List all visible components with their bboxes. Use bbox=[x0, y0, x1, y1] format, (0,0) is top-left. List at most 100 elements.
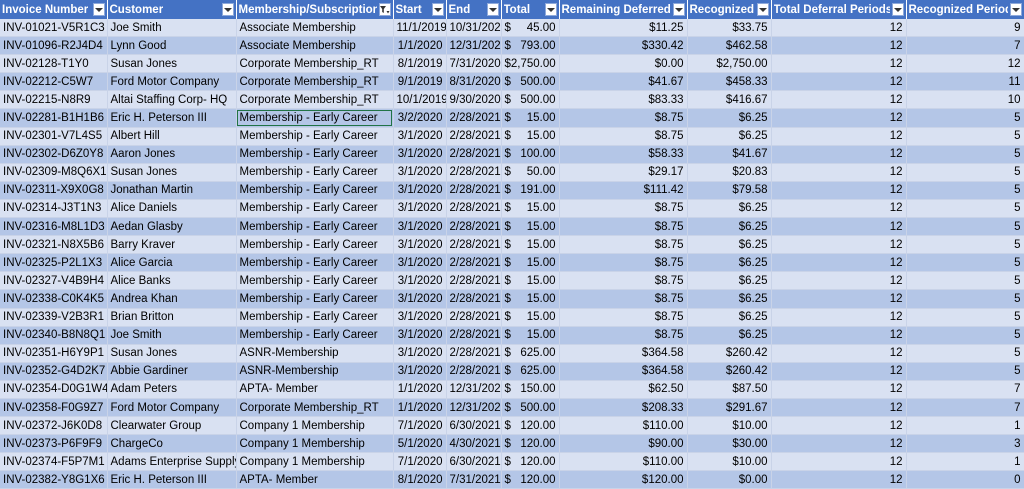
cell-recognized[interactable]: $291.67 bbox=[687, 398, 772, 418]
cell-end[interactable]: 2/28/2021 bbox=[446, 163, 502, 182]
cell-end[interactable]: 2/28/2021 bbox=[446, 199, 502, 219]
cell-recognized-periods[interactable]: 10 bbox=[906, 90, 1024, 110]
cell-customer[interactable]: Adams Enterprise Supply bbox=[107, 452, 237, 472]
column-header-customer[interactable]: Customer bbox=[107, 0, 237, 19]
cell-total-deferral-periods[interactable]: 12 bbox=[771, 308, 907, 327]
cell-total-deferral-periods[interactable]: 12 bbox=[771, 380, 907, 399]
cell-membership[interactable]: Company 1 Membership bbox=[236, 416, 394, 436]
cell-total-deferral-periods[interactable]: 12 bbox=[771, 235, 907, 255]
cell-membership[interactable]: Membership - Early Career bbox=[236, 253, 394, 273]
cell-total[interactable]: $15.00 bbox=[501, 108, 560, 128]
cell-membership[interactable]: Corporate Membership_RT bbox=[236, 90, 394, 110]
cell-invoice-number[interactable]: INV-02373-P6F9F9 bbox=[0, 434, 108, 454]
filter-active-icon[interactable] bbox=[378, 3, 391, 16]
cell-total-deferral-periods[interactable]: 12 bbox=[771, 181, 907, 200]
cell-end[interactable]: 9/30/2020 bbox=[446, 90, 502, 110]
cell-end[interactable]: 2/28/2021 bbox=[446, 344, 502, 363]
cell-remaining-deferred[interactable]: $11.25 bbox=[559, 19, 688, 38]
cell-recognized[interactable]: $260.42 bbox=[687, 362, 772, 381]
cell-start[interactable]: 3/1/2020 bbox=[393, 199, 447, 219]
cell-total-deferral-periods[interactable]: 12 bbox=[771, 19, 907, 38]
cell-invoice-number[interactable]: INV-02351-H6Y9P1 bbox=[0, 344, 108, 363]
cell-total-deferral-periods[interactable]: 12 bbox=[771, 344, 907, 363]
cell-customer[interactable]: Ford Motor Company bbox=[107, 72, 237, 92]
cell-membership[interactable]: Membership - Early Career bbox=[236, 235, 394, 255]
cell-recognized[interactable]: $6.25 bbox=[687, 108, 772, 128]
cell-invoice-number[interactable]: INV-02128-T1Y0 bbox=[0, 54, 108, 74]
column-header-recognized-periods[interactable]: Recognized Periods bbox=[906, 0, 1024, 19]
cell-invoice-number[interactable]: INV-02311-X9X0G8 bbox=[0, 181, 108, 200]
filter-dropdown-icon[interactable] bbox=[92, 3, 105, 16]
filter-dropdown-icon[interactable] bbox=[544, 3, 557, 16]
cell-recognized[interactable]: $33.75 bbox=[687, 19, 772, 38]
cell-invoice-number[interactable]: INV-02354-D0G1W4 bbox=[0, 380, 108, 399]
cell-total-deferral-periods[interactable]: 12 bbox=[771, 416, 907, 436]
cell-invoice-number[interactable]: INV-02281-B1H1B6 bbox=[0, 108, 108, 128]
cell-start[interactable]: 3/1/2020 bbox=[393, 271, 447, 291]
cell-end[interactable]: 12/31/2020 bbox=[446, 380, 502, 399]
cell-start[interactable]: 3/1/2020 bbox=[393, 344, 447, 363]
cell-start[interactable]: 3/1/2020 bbox=[393, 127, 447, 146]
cell-recognized[interactable]: $87.50 bbox=[687, 380, 772, 399]
cell-customer[interactable]: Altai Staffing Corp- HQ bbox=[107, 90, 237, 110]
cell-membership[interactable]: Membership - Early Career bbox=[236, 163, 394, 182]
cell-total-deferral-periods[interactable]: 12 bbox=[771, 36, 907, 56]
cell-remaining-deferred[interactable]: $120.00 bbox=[559, 470, 688, 489]
cell-recognized-periods[interactable]: 5 bbox=[906, 362, 1024, 381]
cell-invoice-number[interactable]: INV-02340-B8N8Q1 bbox=[0, 326, 108, 345]
cell-start[interactable]: 3/1/2020 bbox=[393, 181, 447, 200]
cell-invoice-number[interactable]: INV-02352-G4D2K7 bbox=[0, 362, 108, 381]
cell-recognized-periods[interactable]: 5 bbox=[906, 235, 1024, 255]
cell-membership[interactable]: Membership - Early Career bbox=[236, 181, 394, 200]
cell-start[interactable]: 7/1/2020 bbox=[393, 416, 447, 436]
cell-total-deferral-periods[interactable]: 12 bbox=[771, 452, 907, 472]
cell-start[interactable]: 8/1/2020 bbox=[393, 470, 447, 489]
cell-membership[interactable]: ASNR-Membership bbox=[236, 362, 394, 381]
cell-customer[interactable]: Albert Hill bbox=[107, 127, 237, 146]
cell-membership[interactable]: Membership - Early Career bbox=[236, 127, 394, 146]
cell-customer[interactable]: Ford Motor Company bbox=[107, 398, 237, 418]
cell-total[interactable]: $100.00 bbox=[501, 145, 560, 164]
cell-end[interactable]: 2/28/2021 bbox=[446, 145, 502, 164]
cell-start[interactable]: 1/1/2020 bbox=[393, 380, 447, 399]
cell-total[interactable]: $120.00 bbox=[501, 434, 560, 454]
cell-total-deferral-periods[interactable]: 12 bbox=[771, 90, 907, 110]
cell-end[interactable]: 2/28/2021 bbox=[446, 253, 502, 273]
cell-total[interactable]: $625.00 bbox=[501, 362, 560, 381]
cell-invoice-number[interactable]: INV-02325-P2L1X3 bbox=[0, 253, 108, 273]
cell-customer[interactable]: Alice Daniels bbox=[107, 199, 237, 219]
cell-total[interactable]: $15.00 bbox=[501, 235, 560, 255]
filter-dropdown-icon[interactable] bbox=[486, 3, 499, 16]
cell-end[interactable]: 6/30/2021 bbox=[446, 452, 502, 472]
cell-remaining-deferred[interactable]: $8.75 bbox=[559, 253, 688, 273]
cell-membership[interactable]: APTA- Member bbox=[236, 380, 394, 399]
cell-customer[interactable]: Eric H. Peterson III bbox=[107, 470, 237, 489]
cell-membership[interactable]: Company 1 Membership bbox=[236, 434, 394, 454]
cell-invoice-number[interactable]: INV-02382-Y8G1X6 bbox=[0, 470, 108, 489]
cell-end[interactable]: 12/31/2020 bbox=[446, 398, 502, 418]
column-header-total[interactable]: Total bbox=[501, 0, 560, 19]
cell-remaining-deferred[interactable]: $111.42 bbox=[559, 181, 688, 200]
cell-customer[interactable]: Abbie Gardiner bbox=[107, 362, 237, 381]
cell-membership[interactable]: Membership - Early Career bbox=[236, 289, 394, 309]
cell-membership[interactable]: Company 1 Membership bbox=[236, 452, 394, 472]
cell-remaining-deferred[interactable]: $58.33 bbox=[559, 145, 688, 164]
cell-recognized[interactable]: $0.00 bbox=[687, 470, 772, 489]
cell-membership[interactable]: Associate Membership bbox=[236, 36, 394, 56]
cell-membership[interactable]: APTA- Member bbox=[236, 470, 394, 489]
cell-total[interactable]: $15.00 bbox=[501, 308, 560, 327]
cell-recognized-periods[interactable]: 5 bbox=[906, 344, 1024, 363]
cell-start[interactable]: 8/1/2019 bbox=[393, 54, 447, 74]
filter-dropdown-icon[interactable] bbox=[756, 3, 769, 16]
cell-remaining-deferred[interactable]: $364.58 bbox=[559, 362, 688, 381]
cell-start[interactable]: 3/1/2020 bbox=[393, 362, 447, 381]
cell-recognized[interactable]: $30.00 bbox=[687, 434, 772, 454]
cell-total[interactable]: $191.00 bbox=[501, 181, 560, 200]
cell-total[interactable]: $45.00 bbox=[501, 19, 560, 38]
cell-recognized[interactable]: $6.25 bbox=[687, 199, 772, 219]
cell-start[interactable]: 3/1/2020 bbox=[393, 235, 447, 255]
cell-invoice-number[interactable]: INV-02212-C5W7 bbox=[0, 72, 108, 92]
cell-recognized[interactable]: $6.25 bbox=[687, 289, 772, 309]
cell-customer[interactable]: Susan Jones bbox=[107, 54, 237, 74]
cell-customer[interactable]: Susan Jones bbox=[107, 163, 237, 182]
